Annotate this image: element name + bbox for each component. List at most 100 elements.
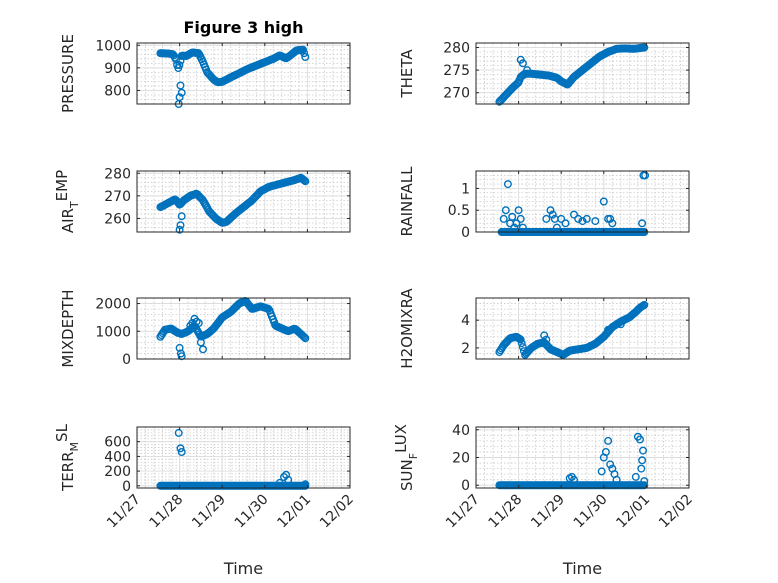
y-tick-label: 0 [461,478,470,494]
axes-box [136,170,351,233]
axes-box [475,297,690,360]
y-tick-label: 260 [104,211,131,227]
data-point [514,206,523,215]
data-point [552,223,561,232]
subplot-sun-flux: 0 20 40 11/27 11/28 11/29 11/30 12/01 12/02 SUNFL… [392,423,696,578]
y-axis-label: MIXDEPTH [59,289,77,367]
y-tick-label: 0 [122,479,131,495]
data-point [174,428,183,437]
y-tick-label: 1000 [95,324,131,340]
data-point [570,475,579,484]
y-axis-label: SUNFLUX [392,424,420,491]
data-point [177,448,186,457]
axes-box [475,42,690,105]
x-tick-label: 11/27 [104,492,144,532]
data-point [561,219,570,228]
y-tick-label: 2000 [95,297,131,313]
x-tick-label: 11/29 [528,492,568,532]
data-point [175,343,184,352]
data-point [616,320,625,329]
data-point [604,325,613,334]
data-point [501,206,510,215]
data-point [557,214,566,223]
data-point [591,217,600,226]
y-tick-label: 800 [104,83,131,99]
x-tick-label: 11/30 [571,492,611,532]
data-point [612,475,621,484]
series-markers [495,432,649,490]
data-point [517,339,526,348]
x-axis-label: Time [562,559,602,578]
data-point [177,212,186,221]
subplot-air-temp: 260 270 280 AIRTEMP [53,166,351,234]
y-axis-label: RAINFALL [398,166,416,237]
x-tick-label: 11/27 [443,492,483,532]
x-tick-label: 11/30 [232,492,272,532]
data-point [175,61,184,70]
chart-title: Figure 3 high [184,18,304,37]
x-tick-label: 11/28 [147,492,187,532]
data-point [582,214,591,223]
y-tick-label: 0 [461,225,470,241]
data-point [512,219,521,228]
data-point [300,333,309,342]
y-tick-label: 270 [443,86,470,102]
data-point [523,66,532,75]
y-tick-label: 270 [104,189,131,205]
x-tick-label: 12/01 [613,492,653,532]
y-axis-label: THETA [398,49,416,99]
data-point [510,223,519,232]
subplot-h2omixra: 2 4 H2OMIXRA [398,288,690,369]
data-point [638,219,647,228]
y-axis-label: H2OMIXRA [398,288,416,369]
series-markers [497,171,650,236]
x-tick-label: 11/29 [189,492,229,532]
axes-box [475,170,690,233]
data-point [284,475,293,484]
y-axis-label: TERRMSL [53,423,81,492]
data-point [176,81,185,90]
y-tick-label: 1000 [95,38,131,54]
data-point [171,55,180,64]
data-point [194,319,203,328]
y-tick-label: 600 [104,435,131,451]
data-point [518,223,527,232]
data-point [640,481,649,490]
data-point [597,467,606,476]
data-point [508,212,517,221]
series-markers [156,173,310,234]
data-point [516,335,525,344]
data-point [599,197,608,206]
data-point [641,171,650,180]
y-tick-label: 280 [443,41,470,57]
data-point [176,221,185,230]
y-tick-label: 40 [452,423,470,439]
data-point [540,331,549,340]
data-point [300,49,309,58]
subplot-pressure: 800 900 1000 PRESSURE Figure 3 high [59,18,351,113]
data-point [640,300,649,309]
y-tick-label: 275 [443,63,470,79]
data-point [177,352,186,361]
data-point [518,59,527,68]
series-markers [495,43,649,106]
data-point [196,338,205,347]
y-tick-label: 900 [104,61,131,77]
y-tick-label: 2 [461,341,470,357]
data-point [518,343,527,352]
data-point [606,460,615,469]
y-tick-label: 280 [104,166,131,182]
y-tick-label: 0.5 [448,203,470,219]
data-point [175,93,184,102]
y-axis-label: AIRTEMP [53,170,81,233]
x-axis-label: Time [223,559,263,578]
data-point [574,214,583,223]
data-point [636,435,645,444]
data-point [578,217,587,226]
x-tick-label: 12/02 [656,492,696,532]
y-tick-label: 0 [122,352,131,368]
y-tick-label: 20 [452,451,470,467]
axes-box [136,297,351,360]
subplot-mixdepth: 0 1000 2000 MIXDEPTH [59,289,351,368]
data-point [604,436,613,445]
